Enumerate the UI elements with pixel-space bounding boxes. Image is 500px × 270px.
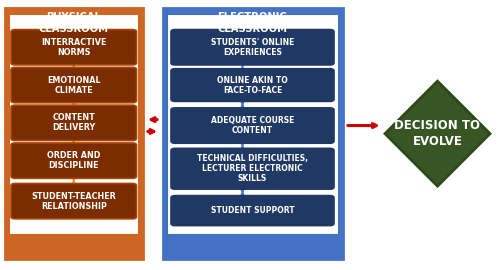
Text: ORDER AND
DISCIPLINE: ORDER AND DISCIPLINE	[47, 151, 100, 170]
FancyBboxPatch shape	[9, 14, 138, 235]
FancyBboxPatch shape	[171, 69, 334, 101]
FancyBboxPatch shape	[171, 108, 334, 143]
Polygon shape	[385, 81, 490, 186]
FancyBboxPatch shape	[11, 29, 136, 65]
Text: STUDENT-TEACHER
RELATIONSHIP: STUDENT-TEACHER RELATIONSHIP	[32, 192, 116, 211]
FancyBboxPatch shape	[166, 14, 338, 235]
Text: DECISION TO
EVOLVE: DECISION TO EVOLVE	[394, 119, 480, 148]
Text: CONTENT
DELIVERY: CONTENT DELIVERY	[52, 113, 96, 132]
Text: TECHNICAL DIFFICULTIES,
LECTURER ELECTRONIC
SKILLS: TECHNICAL DIFFICULTIES, LECTURER ELECTRO…	[197, 154, 308, 183]
FancyBboxPatch shape	[11, 184, 136, 219]
FancyBboxPatch shape	[11, 67, 136, 103]
Text: EMOTIONAL
CLIMATE: EMOTIONAL CLIMATE	[47, 76, 100, 94]
Text: INTERRACTIVE
NORMS: INTERRACTIVE NORMS	[41, 38, 106, 57]
FancyBboxPatch shape	[171, 148, 334, 189]
Text: STUDENT SUPPORT: STUDENT SUPPORT	[210, 206, 294, 215]
FancyBboxPatch shape	[171, 29, 334, 65]
FancyBboxPatch shape	[162, 8, 342, 259]
FancyBboxPatch shape	[171, 195, 334, 226]
FancyBboxPatch shape	[11, 105, 136, 140]
Text: PHYSICAL
CLASSROOM: PHYSICAL CLASSROOM	[39, 12, 109, 34]
Text: ELECTRONIC
CLASSROOM: ELECTRONIC CLASSROOM	[218, 12, 288, 34]
Text: ONLINE AKIN TO
FACE-TO-FACE: ONLINE AKIN TO FACE-TO-FACE	[217, 76, 288, 94]
Text: ADEQUATE COURSE
CONTENT: ADEQUATE COURSE CONTENT	[211, 116, 294, 135]
FancyBboxPatch shape	[11, 143, 136, 178]
FancyBboxPatch shape	[5, 8, 142, 259]
Text: STUDENTS' ONLINE
EXPERIENCES: STUDENTS' ONLINE EXPERIENCES	[211, 38, 294, 57]
